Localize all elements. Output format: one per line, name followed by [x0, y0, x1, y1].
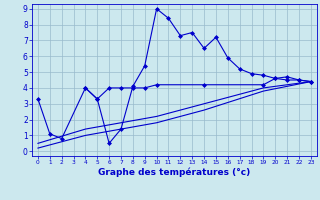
X-axis label: Graphe des températures (°c): Graphe des températures (°c): [98, 168, 251, 177]
